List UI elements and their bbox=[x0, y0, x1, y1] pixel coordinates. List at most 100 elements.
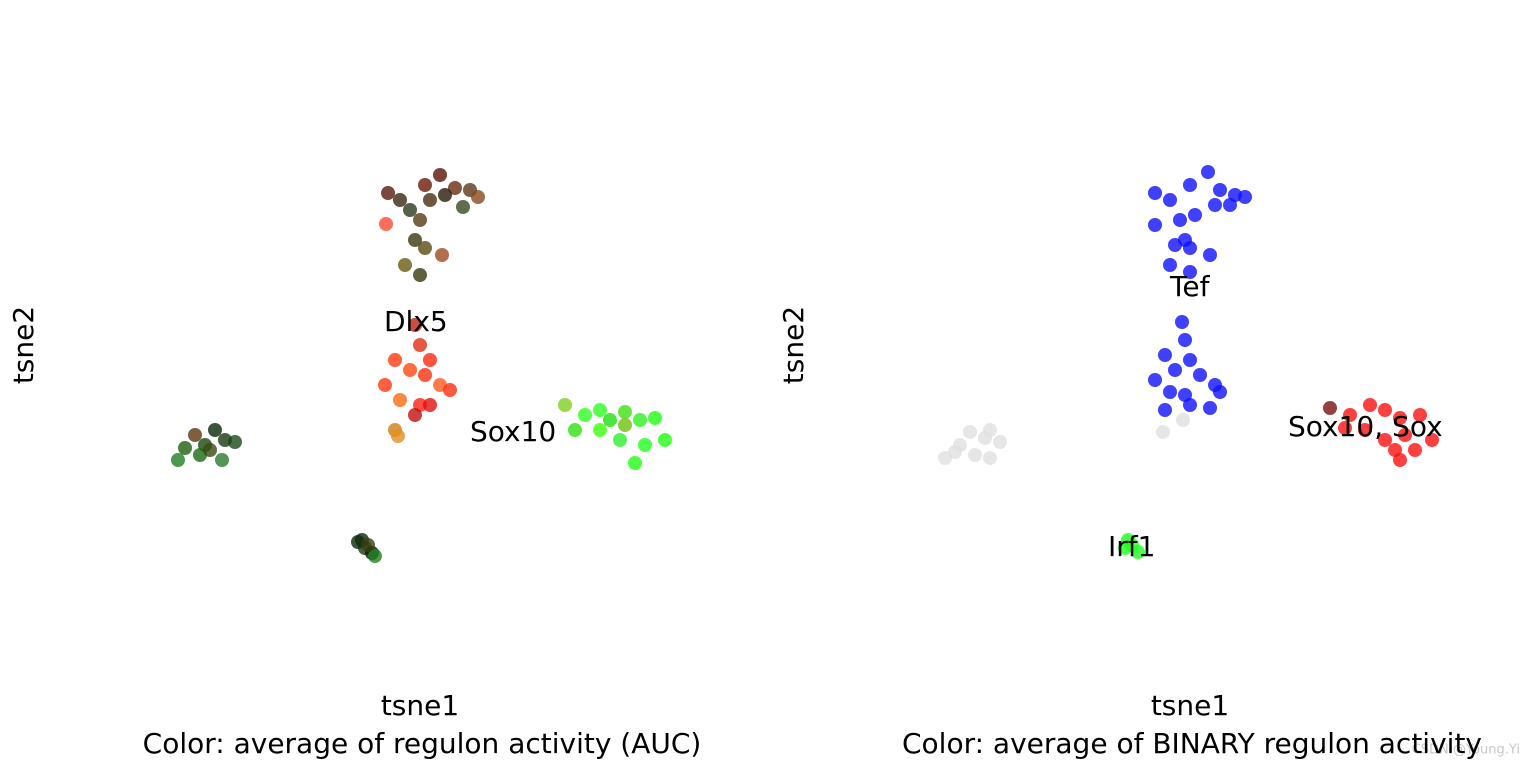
scatter-point bbox=[593, 403, 607, 417]
scatter-point bbox=[1163, 385, 1177, 399]
scatter-point bbox=[1323, 401, 1337, 415]
scatter-point bbox=[1168, 363, 1182, 377]
scatter-point bbox=[968, 448, 982, 462]
scatter-point bbox=[603, 413, 617, 427]
watermark: CSDN @Young.Yi bbox=[1412, 743, 1520, 758]
scatter-point bbox=[1176, 413, 1190, 427]
scatter-point bbox=[1203, 248, 1217, 262]
scatter-point bbox=[391, 429, 405, 443]
scatter-point bbox=[1158, 403, 1172, 417]
scatter-point bbox=[1148, 373, 1162, 387]
scatter-point bbox=[1148, 218, 1162, 232]
scatter-point bbox=[1168, 238, 1182, 252]
scatter-point bbox=[378, 378, 392, 392]
scatter-point bbox=[1208, 198, 1222, 212]
scatter-point bbox=[633, 413, 647, 427]
x-axis-label: tsne1 bbox=[381, 689, 459, 722]
caption: Color: average of BINARY regulon activit… bbox=[902, 727, 1482, 760]
scatter-point bbox=[1425, 433, 1439, 447]
annotation: Sox10 bbox=[470, 415, 556, 448]
scatter-point bbox=[1343, 408, 1357, 422]
scatter-point bbox=[228, 435, 242, 449]
scatter-point bbox=[381, 186, 395, 200]
caption: Color: average of regulon activity (AUC) bbox=[143, 727, 702, 760]
scatter-point bbox=[648, 411, 662, 425]
scatter-point bbox=[208, 423, 222, 437]
scatter-point bbox=[1193, 368, 1207, 382]
scatter-point bbox=[433, 168, 447, 182]
scatter-point bbox=[188, 428, 202, 442]
scatter-point bbox=[418, 368, 432, 382]
scatter-point bbox=[1183, 353, 1197, 367]
scatter-point bbox=[171, 453, 185, 467]
scatter-point bbox=[368, 549, 382, 563]
scatter-point bbox=[568, 423, 582, 437]
y-axis-label: tsne2 bbox=[7, 306, 40, 384]
scatter-point bbox=[379, 217, 393, 231]
scatter-point bbox=[403, 203, 417, 217]
scatter-point bbox=[1178, 388, 1192, 402]
scatter-point bbox=[203, 443, 217, 457]
scatter-point bbox=[1358, 423, 1372, 437]
scatter-point bbox=[435, 248, 449, 262]
scatter-point bbox=[1408, 443, 1422, 457]
scatter-point bbox=[418, 178, 432, 192]
scatter-point bbox=[1183, 265, 1197, 279]
scatter-point bbox=[443, 383, 457, 397]
scatter-point bbox=[361, 538, 375, 552]
scatter-point bbox=[613, 433, 627, 447]
scatter-point bbox=[558, 398, 572, 412]
scatter-point bbox=[398, 258, 412, 272]
annotation: Sox10, Sox bbox=[1288, 410, 1443, 443]
scatter-point bbox=[638, 438, 652, 452]
x-axis-label: tsne1 bbox=[1151, 689, 1229, 722]
scatter-point bbox=[1398, 428, 1412, 442]
scatter-point bbox=[438, 188, 452, 202]
annotation: Dlx5 bbox=[384, 305, 448, 338]
annotation: Tef bbox=[1169, 270, 1211, 303]
scatter-point bbox=[1393, 411, 1407, 425]
scatter-point bbox=[1118, 541, 1132, 555]
scatter-point bbox=[1213, 183, 1227, 197]
scatter-point bbox=[448, 181, 462, 195]
scatter-point bbox=[983, 451, 997, 465]
scatter-point bbox=[456, 200, 470, 214]
scatter-point bbox=[983, 423, 997, 437]
scatter-point bbox=[393, 393, 407, 407]
scatter-point bbox=[1201, 165, 1215, 179]
scatter-point bbox=[1378, 433, 1392, 447]
plot-area: Dlx5 Sox10 bbox=[171, 168, 672, 563]
scatter-point bbox=[1213, 385, 1227, 399]
scatter-point bbox=[1388, 443, 1402, 457]
scatter-point bbox=[618, 405, 632, 419]
scatter-point bbox=[1163, 258, 1177, 272]
scatter-point bbox=[1413, 408, 1427, 422]
scatter-point bbox=[393, 193, 407, 207]
scatter-point bbox=[413, 338, 427, 352]
scatter-point bbox=[1173, 213, 1187, 227]
scatter-point bbox=[408, 408, 422, 422]
scatter-point bbox=[388, 353, 402, 367]
scatter-point bbox=[963, 425, 977, 439]
scatter-point bbox=[178, 441, 192, 455]
y-axis-label: tsne2 bbox=[777, 306, 810, 384]
plot-area: Tef Irf1 Sox10, Sox bbox=[938, 165, 1443, 563]
scatter-point bbox=[578, 408, 592, 422]
scatter-point bbox=[408, 318, 422, 332]
scatter-point bbox=[948, 445, 962, 459]
scatter-point bbox=[1378, 403, 1392, 417]
scatter-point bbox=[403, 363, 417, 377]
scatter-point bbox=[1156, 425, 1170, 439]
scatter-point bbox=[1183, 241, 1197, 255]
scatter-point bbox=[593, 423, 607, 437]
scatter-point bbox=[1183, 178, 1197, 192]
scatter-point bbox=[418, 241, 432, 255]
scatter-point bbox=[413, 213, 427, 227]
scatter-point bbox=[628, 456, 642, 470]
scatter-point bbox=[1188, 208, 1202, 222]
scatter-point bbox=[1178, 333, 1192, 347]
scatter-point bbox=[1148, 186, 1162, 200]
scatter-point bbox=[1175, 315, 1189, 329]
scatter-point bbox=[993, 435, 1007, 449]
